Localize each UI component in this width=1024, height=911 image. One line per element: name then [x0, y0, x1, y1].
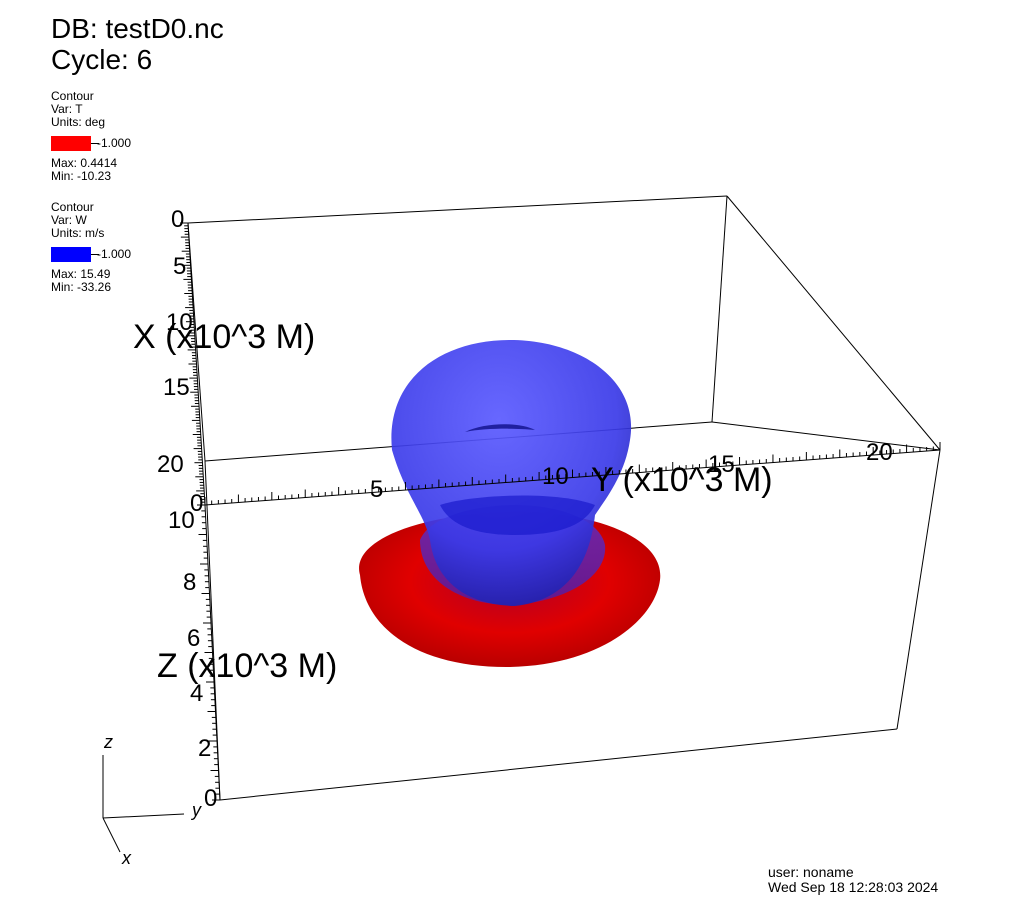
x-tick-label: 15	[163, 374, 190, 401]
y-axis-minor-ticks	[204, 442, 941, 505]
footer-date: Wed Sep 18 12:28:03 2024	[768, 879, 939, 895]
legend-t-units: Units: deg	[51, 115, 106, 129]
y-tick-label: 5	[370, 476, 383, 503]
y-tick-label: 10	[542, 463, 569, 490]
legend-w-units: Units: m/s	[51, 226, 105, 240]
footer-user: user: noname	[768, 864, 854, 880]
z-tick-label: 6	[187, 625, 200, 652]
x-axis-title: X (x10^3 M)	[133, 318, 315, 356]
z-tick-label: 2	[198, 735, 211, 762]
triad-y-label: y	[190, 800, 202, 820]
x-axis-minor-ticks	[180, 222, 205, 506]
z-axis-title: Z (x10^3 M)	[157, 647, 337, 685]
legend-t-max: Max: 0.4414	[51, 156, 118, 170]
legend-w-max: Max: 15.49	[51, 267, 111, 281]
legend-w-color-swatch	[51, 247, 91, 262]
z-tick-label: 4	[190, 680, 203, 707]
triad-z-label: z	[103, 732, 113, 752]
legend-t-level: -1.000	[97, 136, 132, 150]
legend-t-min: Min: -10.23	[51, 169, 112, 183]
z-tick-label: 8	[183, 569, 196, 596]
contour-w-surface	[391, 340, 632, 606]
y-tick-label: 15	[708, 451, 735, 478]
legend-w-var: Var: W	[51, 213, 87, 227]
cycle-label: Cycle: 6	[51, 44, 153, 75]
legend-t-var: Var: T	[51, 102, 83, 116]
y-axis-title: Y (x10^3 M)	[591, 461, 773, 499]
triad-x-label: x	[121, 848, 132, 868]
legend-w-tick	[91, 254, 99, 255]
z-axis-minor-ticks	[197, 504, 220, 801]
z-tick-label: 0	[204, 785, 217, 812]
legend-t-color-swatch	[51, 136, 91, 151]
x-tick-label: 0	[171, 206, 184, 233]
y-tick-label: 20	[866, 439, 893, 466]
legend-w-level: -1.000	[97, 247, 132, 261]
legend-t-tick	[91, 143, 99, 144]
x-tick-label: 5	[173, 253, 186, 280]
z-tick-label: 10	[168, 507, 195, 534]
legend-w-min: Min: -33.26	[51, 280, 112, 294]
legend-w-plot: Contour	[51, 200, 94, 214]
x-tick-label: 10	[166, 309, 193, 336]
y-tick-label: 0	[190, 490, 203, 517]
orientation-triad	[102, 755, 185, 853]
x-tick-label: 20	[157, 451, 184, 478]
database-title: DB: testD0.nc	[51, 13, 224, 44]
legend-t-plot: Contour	[51, 89, 94, 103]
